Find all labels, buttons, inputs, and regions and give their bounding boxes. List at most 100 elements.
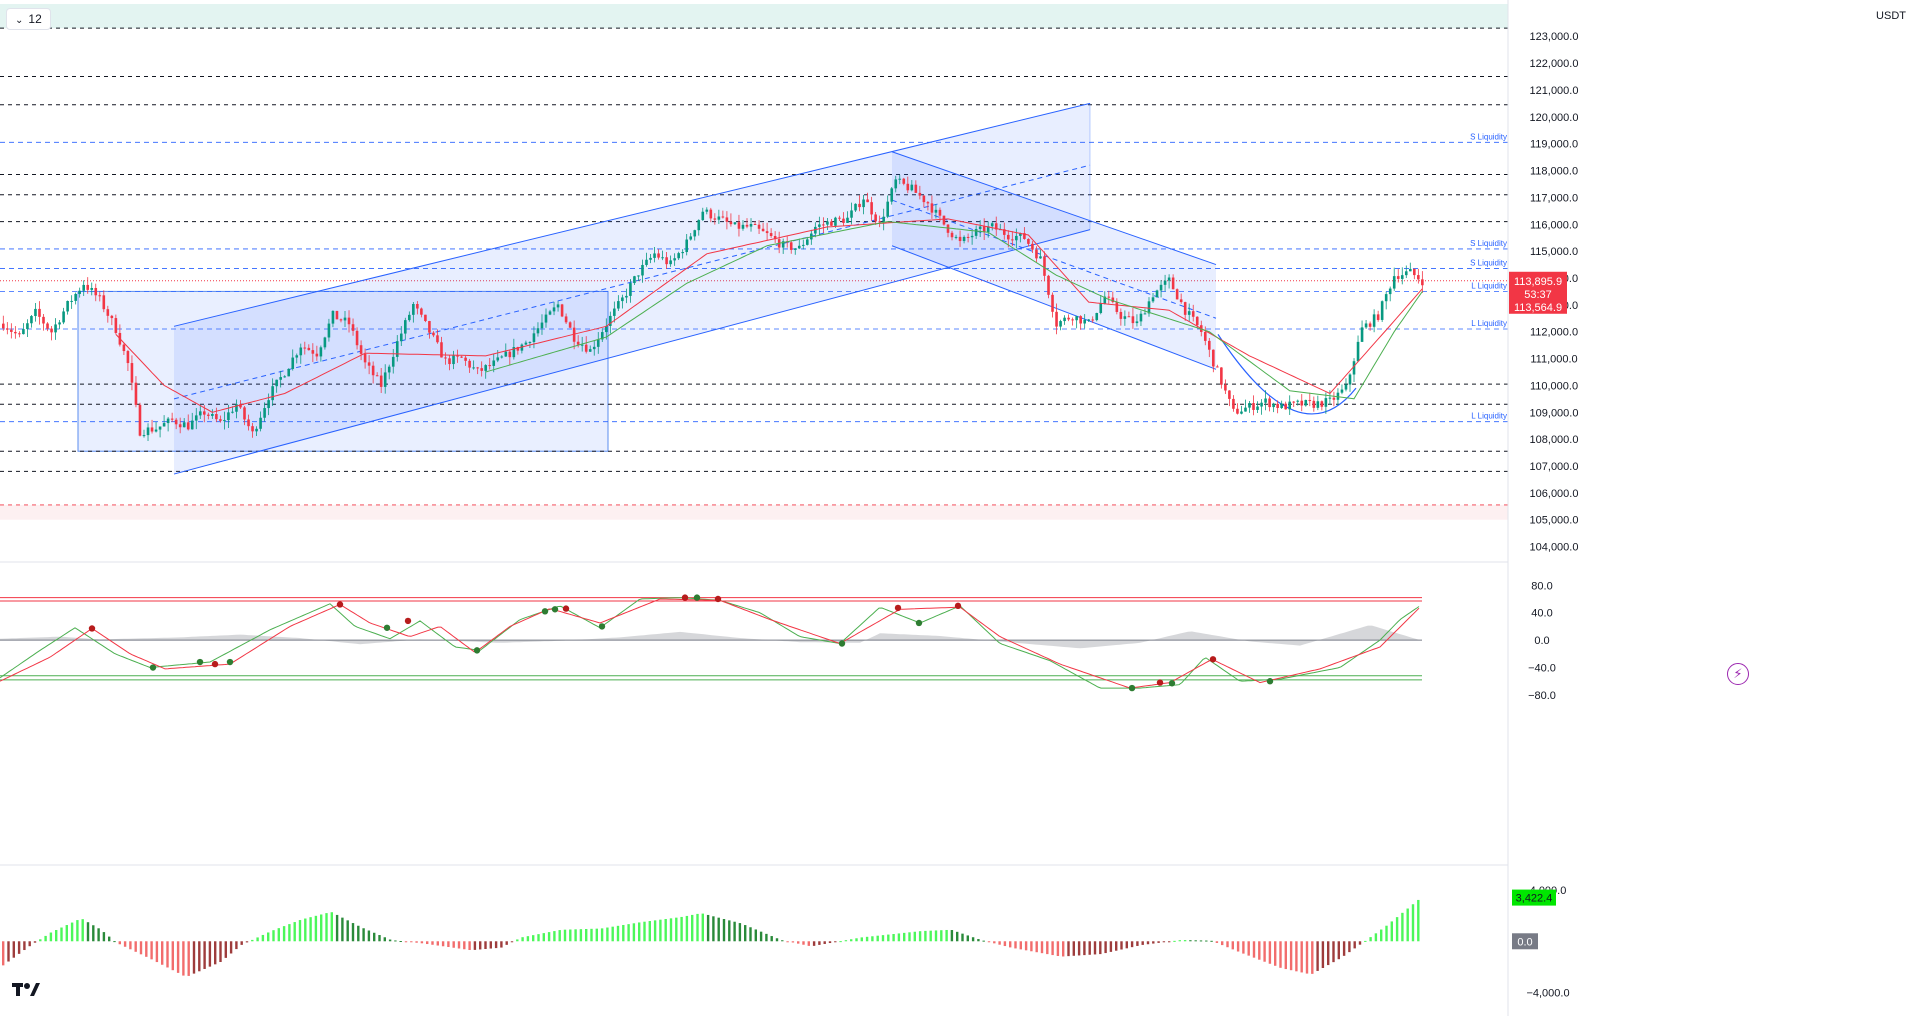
macd-bar (526, 936, 530, 942)
candle (1191, 304, 1195, 322)
macd-bar (897, 933, 901, 942)
candle-body (42, 316, 45, 324)
candle (303, 341, 307, 355)
candle-body (227, 412, 230, 421)
candle-body (1392, 276, 1396, 289)
candle-body (251, 426, 254, 432)
macd-bar (399, 941, 402, 943)
candle-body (1216, 366, 1219, 368)
candle-body (1063, 317, 1066, 322)
candle (1091, 316, 1095, 323)
macd-bar (590, 928, 593, 942)
candle (942, 215, 946, 226)
candle-body (556, 304, 560, 308)
macd-bar (1369, 937, 1372, 942)
candle (669, 255, 672, 267)
macd-bar (1083, 941, 1086, 956)
candle-body (1047, 275, 1050, 295)
candle (1163, 274, 1167, 292)
candle (645, 252, 648, 267)
macd-bar (537, 934, 540, 942)
macd-bar (1332, 941, 1335, 963)
macd-bar (49, 932, 53, 942)
s-liquidity-label: S Liquidity (1470, 239, 1507, 248)
candle-body (1380, 301, 1384, 320)
price-tick-label: 112,000.0 (1530, 327, 1578, 339)
candle-body (765, 231, 769, 234)
candle (721, 210, 725, 219)
macd-last-value: 3,422.4 (1516, 893, 1553, 905)
macd-bar (214, 941, 217, 965)
macd-bar (1311, 941, 1314, 974)
candle-body (609, 315, 612, 326)
candle-body (82, 284, 85, 291)
macd-bar (123, 941, 127, 947)
candle-body (2, 323, 5, 329)
candle-body (1051, 294, 1054, 312)
macd-bar (696, 913, 699, 942)
candle-body (1175, 289, 1179, 300)
macd-bar (272, 930, 275, 942)
candle (251, 423, 254, 438)
candle-body (34, 308, 37, 317)
candle-body (472, 367, 475, 369)
candle-body (395, 341, 399, 357)
macd-bar (908, 932, 911, 942)
lightning-icon[interactable]: ⚡ (1727, 663, 1749, 685)
candle-body (1304, 399, 1308, 406)
candle (1051, 292, 1054, 318)
candle (78, 287, 81, 298)
price-axis: 104,000.0 105,000.0 106,000.0 107,000.0 108,… (1507, 0, 1579, 1016)
candle-body (982, 226, 986, 233)
cross-up-dot (149, 664, 157, 671)
candle (26, 319, 29, 337)
candle-body (223, 420, 226, 422)
candle-body (552, 307, 556, 312)
candle (1151, 293, 1155, 303)
price-tick-label: 117,000.0 (1530, 192, 1578, 204)
oscillator-tick-label: 80.0 (1531, 580, 1552, 592)
candle-body (94, 287, 98, 296)
candle-body (271, 386, 274, 401)
candle-body (70, 300, 73, 302)
candle (412, 302, 415, 323)
macd-bar (961, 933, 964, 942)
candle-body (50, 328, 53, 333)
candle-body (1220, 367, 1223, 385)
candle (339, 318, 343, 323)
tradingview-logo[interactable] (12, 980, 44, 998)
macd-bar (913, 931, 916, 942)
candle (1364, 320, 1368, 329)
candle (806, 236, 809, 246)
candle (1043, 251, 1046, 282)
candle-body (942, 215, 946, 225)
candle-body (713, 218, 717, 220)
candle (30, 314, 33, 328)
candle-body (166, 418, 170, 424)
candle-body (544, 314, 548, 323)
price-tick-label: 105,000.0 (1530, 515, 1579, 527)
macd-bar (1136, 941, 1139, 946)
candle-body (391, 356, 395, 367)
candle (347, 310, 351, 333)
macd-bar (1395, 917, 1399, 942)
macd-bar (1295, 941, 1298, 972)
candle-body (986, 226, 990, 233)
macd-bar (267, 932, 270, 942)
candle-body (846, 217, 849, 223)
candle-body (460, 356, 463, 358)
candle-body (327, 323, 331, 338)
interval-button[interactable]: ⌄ 12 (6, 8, 51, 30)
candle-body (416, 303, 419, 309)
candle-body (331, 310, 335, 324)
currency-label[interactable]: USDT (1876, 10, 1906, 22)
candle (1348, 373, 1352, 392)
supply-zone (0, 4, 1508, 29)
candle (146, 423, 150, 441)
macd-bar (426, 941, 429, 945)
candle (1171, 274, 1175, 290)
macd-bar (55, 930, 58, 942)
candle-body (452, 355, 455, 365)
